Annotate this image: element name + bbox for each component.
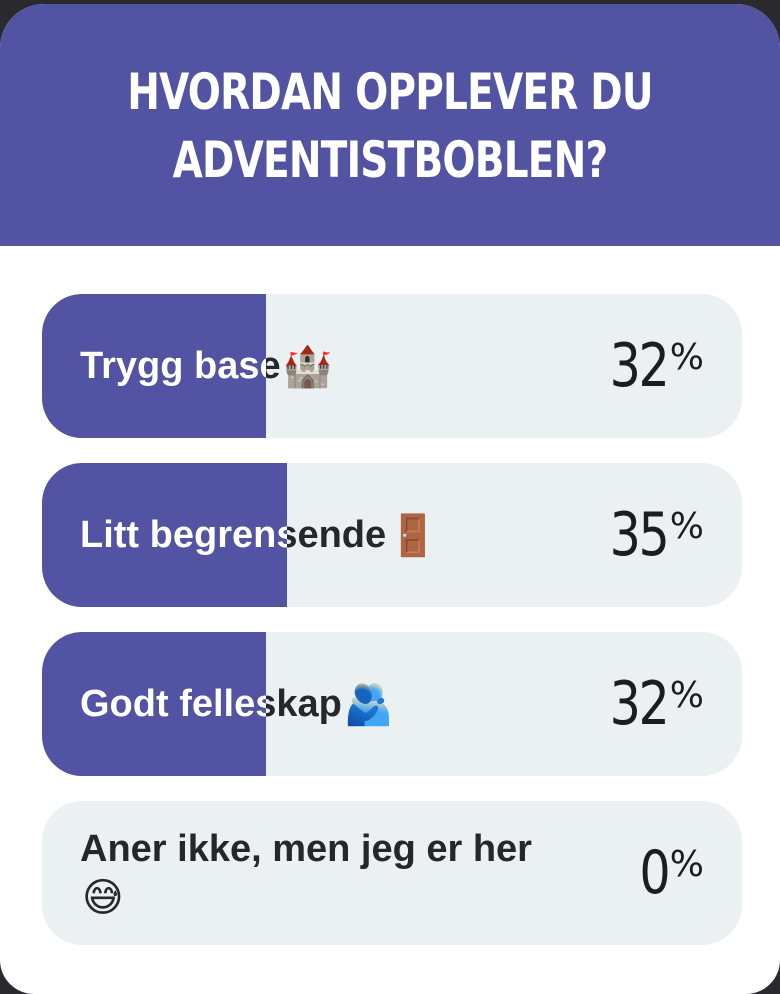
- castle-icon: 🏰: [282, 343, 333, 390]
- poll-option-percent: 0%: [638, 838, 704, 908]
- poll-option-label-overlay: Litt begrensende🚪: [80, 513, 287, 556]
- poll-option-result-bar: [42, 294, 266, 438]
- poll-option-percent: 32%: [610, 669, 704, 739]
- poll-option-litt-begrensende[interactable]: Litt begrensende🚪 Litt begrensende🚪 35%: [42, 463, 742, 607]
- poll-option-label-overlay: Godt felleskap🫂: [80, 682, 266, 725]
- poll-option-label: Godt felleskap🫂: [80, 681, 394, 728]
- poll-option-label: Aner ikke, men jeg er her😅: [80, 827, 532, 921]
- poll-option-label: Trygg base🏰: [80, 343, 333, 390]
- poll-option-label-overlay: Trygg base🏰: [80, 344, 266, 387]
- poll-option-percent: 35%: [610, 500, 704, 570]
- poll-card: HVORDAN OPPLEVER DU ADVENTISTBOBLEN? Try…: [0, 4, 780, 994]
- poll-option-label: Litt begrensende🚪: [80, 512, 438, 559]
- people-hugging-icon: 🫂: [343, 681, 394, 728]
- poll-options: Trygg base🏰 Trygg base🏰 32% Litt begrens…: [42, 294, 742, 970]
- poll-question-line-1: HVORDAN OPPLEVER DU: [127, 63, 653, 121]
- poll-option-trygg-base[interactable]: Trygg base🏰 Trygg base🏰 32%: [42, 294, 742, 438]
- poll-header: HVORDAN OPPLEVER DU ADVENTISTBOBLEN?: [0, 4, 780, 246]
- poll-option-percent: 32%: [610, 331, 704, 401]
- poll-option-result-bar: [42, 632, 266, 776]
- door-icon: 🚪: [388, 512, 438, 559]
- poll-question-line-2: ADVENTISTBOBLEN?: [172, 131, 608, 189]
- poll-question: HVORDAN OPPLEVER DU ADVENTISTBOBLEN?: [94, 58, 687, 194]
- poll-option-result-bar: [42, 463, 287, 607]
- poll-option-godt-felleskap[interactable]: Godt felleskap🫂 Godt felleskap🫂 32%: [42, 632, 742, 776]
- grinning-sweat-icon: 😅: [82, 874, 124, 921]
- poll-option-aner-ikke[interactable]: Aner ikke, men jeg er her😅 Aner ikke, me…: [42, 801, 742, 945]
